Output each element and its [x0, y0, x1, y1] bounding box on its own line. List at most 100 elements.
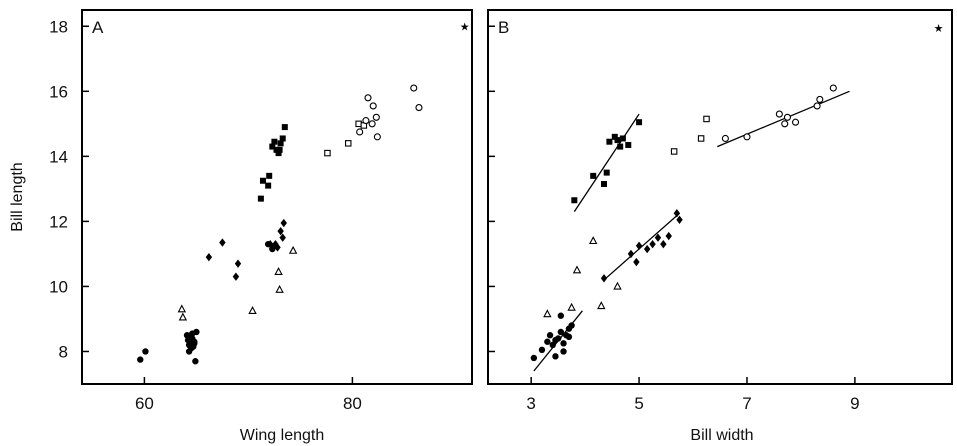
panel-b: B Bill width 3 5 7 9 ★: [487, 9, 953, 444]
point-a-4-1: [259, 177, 266, 184]
point-b-5-2: [775, 110, 783, 118]
point-a-1-2: [248, 306, 257, 314]
point-b-0-14: [560, 348, 567, 355]
point-b-0-5: [552, 353, 559, 360]
point-b-2-2: [635, 241, 643, 250]
fit-line-b-2: [603, 212, 680, 281]
point-a-4-5: [271, 138, 278, 145]
point-b-1-0: [543, 309, 552, 318]
point-a-4-4: [269, 143, 276, 150]
point-b-3-3: [603, 169, 610, 176]
point-b-2-0: [600, 274, 608, 283]
point-a-4-0: [257, 195, 264, 202]
point-a-6-5: [372, 113, 380, 121]
point-a-4-3: [266, 172, 273, 179]
y-tick-label-a-1: 10: [49, 277, 68, 296]
point-b-3-1: [590, 172, 597, 179]
point-b-1-3: [588, 236, 598, 245]
point-a-4-8: [277, 140, 284, 147]
point-b-2-3: [643, 244, 651, 254]
point-a-6-0: [356, 128, 364, 136]
point-a-0-11: [192, 358, 199, 365]
x-tick-label-a-1: 80: [343, 394, 362, 413]
point-a-4-6: [273, 146, 280, 153]
point-a-6-8: [415, 104, 423, 112]
point-a-0-0: [137, 356, 144, 363]
panel-label-b: B: [498, 18, 509, 37]
point-b-5-0: [721, 134, 729, 143]
point-b-5-3: [781, 120, 789, 128]
point-b-5-6: [813, 102, 821, 110]
point-b-0-11: [568, 322, 575, 329]
point-b-0-12: [557, 312, 565, 319]
point-b-3-7: [617, 143, 624, 150]
y-tick-label-a-3: 14: [49, 147, 68, 166]
point-b-2-9: [676, 215, 683, 224]
point-b-6-0: ★: [934, 22, 944, 35]
x-tick-label-a-0: 60: [135, 394, 154, 413]
point-b-2-7: [665, 231, 672, 241]
point-b-3-2: [601, 180, 607, 187]
point-b-3-9: [625, 141, 632, 148]
point-a-4-7: [275, 150, 282, 157]
point-b-0-13: [552, 336, 559, 344]
point-b-0-4: [549, 341, 556, 349]
y-tick-label-a-4: 16: [49, 82, 68, 101]
x-axis-title-a: Wing length: [240, 427, 325, 444]
point-a-3-1: [269, 245, 276, 253]
point-a-4-9: [279, 135, 286, 142]
point-b-0-15: [565, 333, 573, 341]
point-b-2-1: [627, 249, 635, 259]
plot-frame-a: [81, 9, 473, 385]
point-b-1-5: [613, 281, 622, 290]
point-a-6-6: [373, 133, 381, 141]
point-b-3-10: [636, 119, 643, 126]
point-b-5-5: [791, 118, 800, 126]
point-b-4-1: [697, 135, 705, 142]
point-a-0-12: [185, 348, 193, 355]
x-tick-label-b-1: 5: [634, 394, 643, 413]
point-a-6-7: [410, 84, 418, 92]
point-b-3-4: [606, 138, 613, 145]
point-a-7-0: ★: [460, 20, 470, 33]
point-a-6-4: [369, 102, 377, 110]
fit-line-b-1: [573, 113, 640, 212]
point-a-5-1: [344, 140, 352, 147]
point-a-5-2: [355, 120, 362, 128]
y-tick-label-a-0: 8: [59, 342, 68, 361]
point-a-6-3: [368, 120, 376, 128]
point-b-5-1: [743, 133, 751, 141]
point-a-0-13: [189, 330, 196, 337]
point-b-1-2: [572, 265, 582, 274]
point-a-2-1: [219, 238, 226, 247]
point-b-4-0: [670, 148, 678, 155]
point-a-2-8: [277, 226, 284, 236]
point-a-1-1: [178, 312, 188, 321]
x-tick-label-b-2: 7: [742, 394, 751, 413]
point-a-6-1: [362, 117, 370, 125]
point-a-4-11: [281, 124, 288, 131]
point-b-1-1: [567, 302, 576, 311]
point-a-2-3: [234, 259, 242, 268]
point-a-1-3: [274, 267, 283, 275]
point-b-2-8: [673, 209, 681, 218]
point-b-4-2: [703, 115, 710, 123]
point-b-5-4: [783, 113, 791, 121]
point-b-2-6: [660, 239, 667, 249]
point-a-1-0: [177, 304, 187, 313]
point-b-3-5: [611, 133, 618, 140]
point-b-3-0: [571, 197, 578, 204]
fit-line-b-3: [717, 90, 850, 148]
point-b-2-4: [649, 239, 656, 249]
point-a-2-9: [279, 233, 286, 242]
plot-frame-b: [487, 9, 953, 385]
point-b-2-5: [654, 233, 662, 242]
y-tick-label-a-5: 18: [49, 17, 68, 36]
x-tick-label-b-0: 3: [526, 394, 535, 413]
point-b-0-7: [557, 328, 565, 336]
panel-a: A Wing length Bill length 60 80 8 10 12 14 16 1…: [9, 9, 473, 444]
point-a-2-10: [280, 218, 287, 228]
x-tick-label-b-3: 9: [850, 394, 859, 413]
point-a-5-0: [324, 149, 331, 157]
